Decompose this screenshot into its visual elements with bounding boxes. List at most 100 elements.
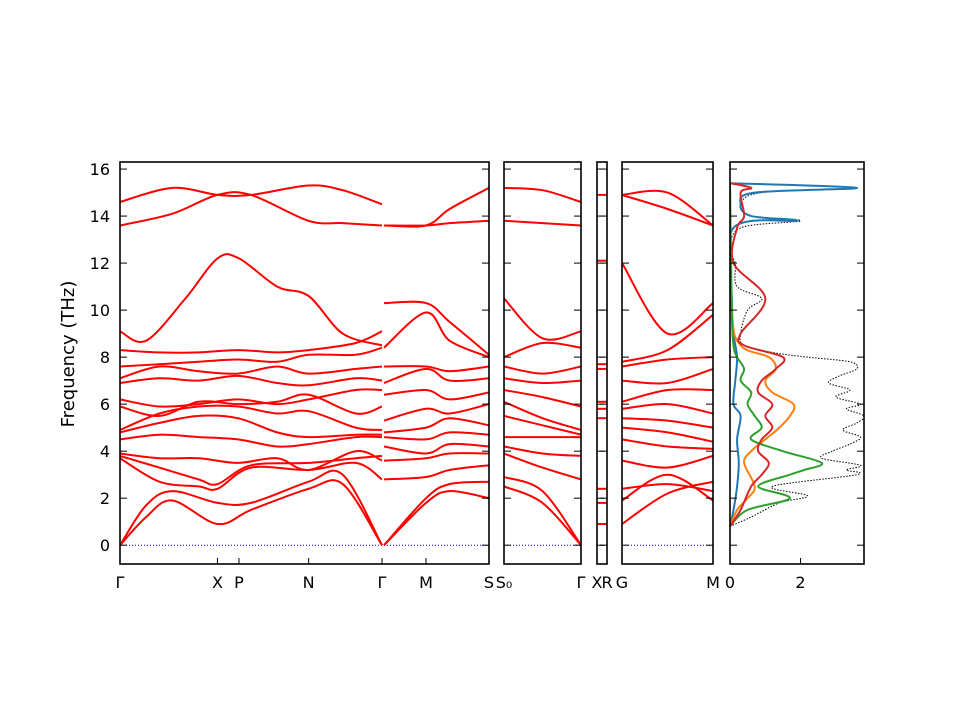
- xtick-label-0-0-2: P: [234, 573, 244, 592]
- band-1-0-11: [504, 297, 581, 341]
- band-1-0-5: [504, 414, 581, 436]
- ytick-label-1: 2: [100, 489, 110, 508]
- band-0-0-1: [120, 469, 383, 546]
- band-3-0-11: [622, 314, 713, 363]
- band-3-0-10: [622, 356, 713, 368]
- dos-xtick-label-0: 0: [725, 573, 735, 592]
- pdos-line-2: [730, 183, 824, 528]
- band-1-0-6: [504, 400, 581, 431]
- band-0-0-7: [120, 404, 383, 431]
- band-1-0-13: [504, 186, 581, 203]
- band-0-0-4: [120, 450, 383, 472]
- band-0-0-15: [120, 191, 383, 227]
- band-0-1-3: [383, 452, 489, 462]
- band-0-1-14: [383, 219, 489, 227]
- xtick-label-2-0-1: R: [601, 573, 612, 592]
- xtick-label-1-0-0: S₀: [496, 573, 513, 592]
- xtick-label-0-0-1: X: [212, 573, 223, 592]
- band-0-1-9: [383, 367, 489, 384]
- ytick-label-7: 14: [90, 207, 110, 226]
- band-panel-2: XR: [592, 161, 613, 592]
- band-1-0-7: [504, 389, 581, 408]
- xtick-label-1-0-1: Γ: [577, 573, 586, 592]
- pdos-line-1: [730, 183, 796, 527]
- band-3-0-9: [622, 367, 713, 385]
- band-0-0-6: [120, 414, 383, 439]
- band-0-0-16: [120, 184, 383, 206]
- band-panel-1: S₀ Γ: [496, 161, 586, 592]
- panel-frame-0: [119, 161, 490, 565]
- band-0-0-13: [120, 330, 383, 354]
- band-0-0-8: [120, 393, 383, 417]
- ytick-label-3: 6: [100, 395, 110, 414]
- band-lines-1: [504, 186, 581, 546]
- band-1-0-10: [504, 341, 581, 359]
- band-1-0-9: [504, 365, 581, 375]
- band-3-0-4: [622, 438, 713, 450]
- ytick-label-5: 10: [90, 301, 110, 320]
- band-3-0-2: [622, 483, 713, 493]
- xtick-label-3-0-0: G: [616, 573, 628, 592]
- band-0-1-0: [383, 490, 489, 546]
- band-3-0-7: [622, 403, 713, 415]
- ytick-label-8: 16: [90, 160, 110, 179]
- ytick-label-4: 8: [100, 348, 110, 367]
- pdos-line-0: [730, 182, 858, 527]
- band-0-1-5: [383, 431, 489, 441]
- y-axis: 0 2 4 6 8 10 12 14 16: [90, 160, 110, 555]
- band-3-0-13: [622, 193, 713, 227]
- band-1-0-12: [504, 219, 581, 227]
- band-0-1-12: [383, 300, 489, 356]
- band-1-0-2: [504, 452, 581, 481]
- xtick-label-0-0-4: Γ: [378, 573, 387, 592]
- band-0-0-10: [120, 374, 383, 387]
- band-1-0-8: [504, 377, 581, 385]
- band-3-0-12: [622, 262, 713, 336]
- band-0-0-2: [120, 457, 383, 491]
- band-0-0-3: [120, 454, 383, 486]
- ytick-label-6: 12: [90, 254, 110, 273]
- band-3-0-6: [622, 417, 713, 429]
- panel-frame-1: [503, 161, 582, 565]
- xtick-label-2-0-0: X: [592, 573, 603, 592]
- xtick-label-3-0-1: M: [706, 573, 720, 592]
- band-0-0-0: [120, 479, 383, 546]
- ytick-label-2: 4: [100, 442, 110, 461]
- band-0-1-4: [383, 442, 489, 455]
- band-3-0-1: [622, 473, 713, 502]
- band-0-0-11: [120, 365, 383, 380]
- band-1-0-0: [504, 485, 581, 546]
- band-0-0-9: [120, 388, 383, 408]
- band-3-0-3: [622, 454, 713, 469]
- band-3-0-0: [622, 480, 713, 525]
- xtick-label-0-1-0: M: [419, 573, 433, 592]
- band-panels: Γ X P N Γ M S S₀ Γ XR G M: [116, 161, 720, 592]
- band-0-1-2: [383, 464, 489, 481]
- band-0-0-14: [120, 253, 383, 347]
- panel-frame-2: [596, 161, 608, 565]
- xtick-label-0-0-0: Γ: [116, 573, 125, 592]
- dos-lines: [730, 182, 864, 528]
- band-0-1-10: [383, 365, 489, 373]
- band-3-0-5: [622, 426, 713, 443]
- xtick-label-0-0-3: N: [303, 573, 315, 592]
- band-0-1-6: [383, 417, 489, 434]
- xtick-label-0-1-1: S: [484, 573, 494, 592]
- band-0-1-11: [383, 311, 489, 359]
- band-0-1-8: [383, 388, 489, 401]
- band-0-1-1: [383, 480, 489, 546]
- pdos-line-3: [730, 182, 786, 527]
- y-axis-label: Frequency (THz): [58, 281, 79, 428]
- band-0-0-12: [120, 346, 383, 368]
- band-3-0-8: [622, 388, 713, 403]
- band-lines-0: [120, 184, 489, 546]
- band-0-0-5: [120, 433, 383, 448]
- band-lines-3: [622, 189, 713, 546]
- band-3-0-14: [622, 189, 713, 227]
- band-1-0-3: [504, 445, 581, 457]
- panel-frame-3: [621, 161, 714, 565]
